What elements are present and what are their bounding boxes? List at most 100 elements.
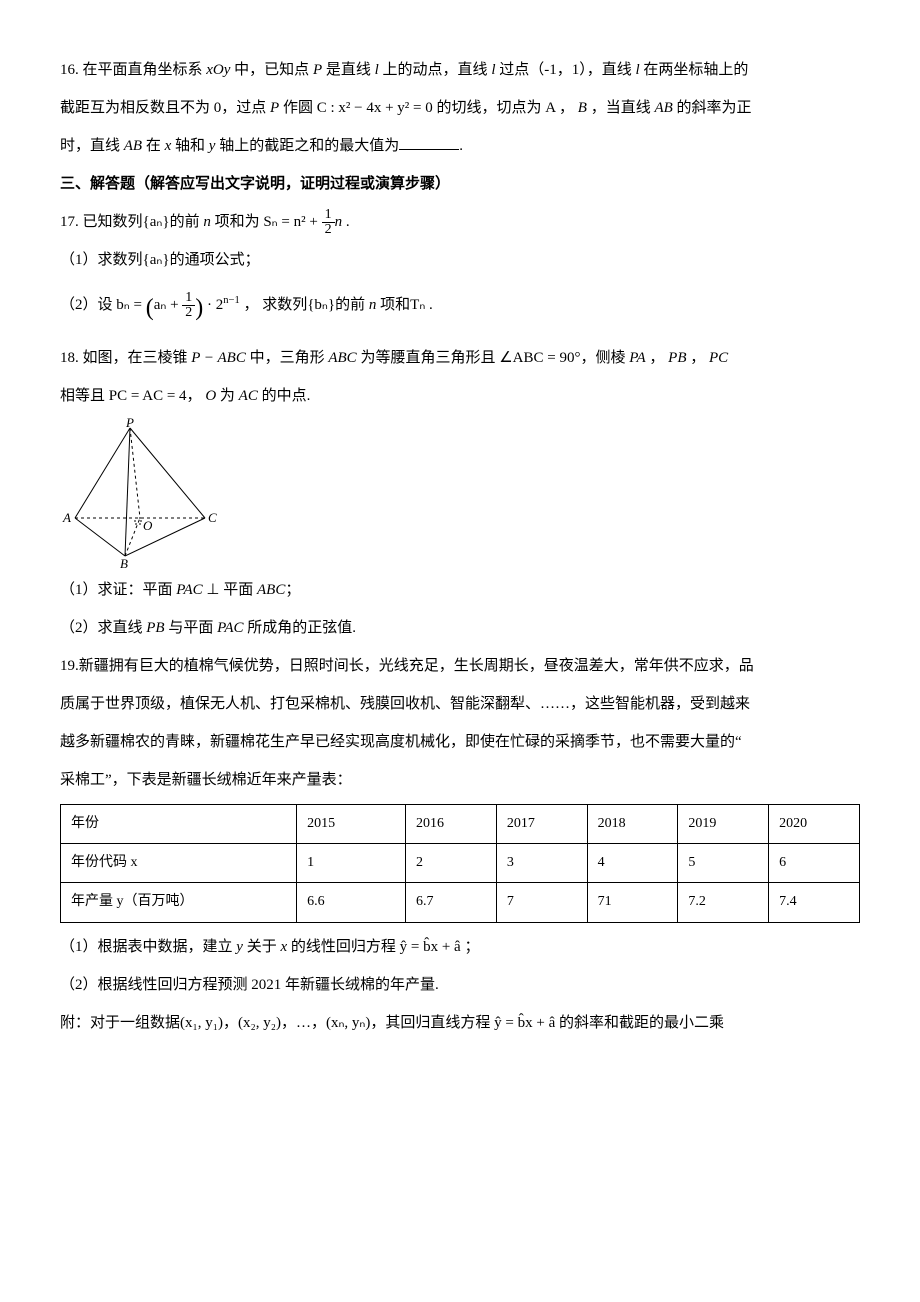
cell: 2 — [406, 843, 497, 882]
t: . — [425, 297, 433, 313]
t: 在 — [142, 138, 165, 154]
t: 新疆拥有巨大的植棉气候优势，日照时间长，光线充足，生长周期长，昼夜温差大，常年供… — [79, 658, 754, 674]
xOy: xOy — [206, 62, 230, 78]
t: 项和 — [376, 297, 410, 313]
Sn-eq: Sₙ = n² + — [263, 214, 321, 230]
t: 如图，在三棱锥 — [83, 350, 192, 366]
PAC: PAC — [217, 620, 243, 636]
svg-text:A: A — [62, 510, 71, 525]
t: 的前 — [170, 214, 204, 230]
t: 轴上的截距之和的最大值为 — [215, 138, 399, 154]
period: . — [459, 138, 463, 154]
t: ，其回归直线方程 — [370, 1015, 494, 1031]
den: 2 — [182, 306, 195, 320]
q19-l2: 质属于世界顶级，植保无人机、打包采棉机、残膜回收机、智能深翻犁、……，这些智能机… — [60, 686, 860, 722]
half-frac: 12 — [322, 208, 335, 237]
period: . — [342, 214, 350, 230]
t: 相等且 — [60, 388, 109, 404]
t: （1）求证：平面 — [60, 582, 176, 598]
q19-p2: （2）根据线性回归方程预测 2021 年新疆长绒棉的年产量. — [60, 967, 860, 1003]
q16: 16. 在平面直角坐标系 xOy 中，已知点 P 是直线 l 上的动点，直线 l… — [60, 52, 860, 88]
t: 的前 — [335, 297, 369, 313]
t: 的斜率为正 — [673, 100, 752, 116]
cell: 2015 — [297, 804, 406, 843]
bn-mid2: · 2 — [203, 297, 223, 313]
t: （1）根据表中数据，建立 — [60, 939, 236, 955]
d2: (x₂, y₂) — [238, 1015, 281, 1031]
cell: 2017 — [496, 804, 587, 843]
t: （2）设 — [60, 297, 113, 313]
t: （1）求数列 — [60, 252, 143, 268]
cell: 年份代码 x — [61, 843, 297, 882]
PC: PC — [709, 350, 728, 366]
t: 为 — [216, 388, 239, 404]
q19-p1: （1）根据表中数据，建立 y 关于 x 的线性回归方程 ŷ = b̂x + â … — [60, 929, 860, 965]
num: 1 — [322, 208, 335, 223]
q19-l1: 19.新疆拥有巨大的植棉气候优势，日照时间长，光线充足，生长周期长，昼夜温差大，… — [60, 648, 860, 684]
t: 已知数列 — [83, 214, 143, 230]
AB: AB — [124, 138, 142, 154]
table-row: 年份代码 x 1 2 3 4 5 6 — [61, 843, 860, 882]
q17-number: 17. — [60, 214, 79, 230]
svg-text:O: O — [143, 518, 153, 533]
t: 中，三角形 — [246, 350, 329, 366]
ABC: ABC — [257, 582, 285, 598]
t: 与平面 — [165, 620, 218, 636]
cell: 2019 — [678, 804, 769, 843]
n: n — [203, 214, 211, 230]
cell: 7.2 — [678, 883, 769, 922]
num: 1 — [182, 291, 195, 306]
q17: 17. 已知数列{aₙ}的前 n 项和为 Sₙ = n² + 12n . — [60, 204, 860, 240]
t: （2）求直线 — [60, 620, 146, 636]
cell: 4 — [587, 843, 678, 882]
ABC: ABC — [328, 350, 356, 366]
t: ， — [686, 350, 709, 366]
t: 是直线 — [322, 62, 375, 78]
c: ， — [223, 1015, 238, 1031]
t: ， 求数列 — [243, 297, 307, 313]
bn-pre: bₙ = — [116, 297, 145, 313]
t: 的中点. — [258, 388, 311, 404]
t: 项和为 — [211, 214, 264, 230]
reg-eq: ŷ = b̂x + â — [400, 939, 461, 955]
t: ， — [187, 388, 206, 404]
PB: PB — [668, 350, 686, 366]
AB: AB — [654, 100, 672, 116]
svg-text:B: B — [120, 556, 128, 568]
cell: 2020 — [769, 804, 860, 843]
cell: 71 — [587, 883, 678, 922]
bn: {bₙ} — [307, 297, 335, 313]
an: {aₙ} — [143, 214, 170, 230]
exp: n−1 — [223, 295, 239, 306]
eq: PC = AC = 4 — [109, 388, 187, 404]
cell: 2016 — [406, 804, 497, 843]
svg-text:P: P — [125, 418, 134, 430]
production-table: 年份 2015 2016 2017 2018 2019 2020 年份代码 x … — [60, 804, 860, 923]
t: 中，已知点 — [230, 62, 313, 78]
t: 关于 — [243, 939, 281, 955]
t: 的斜率和截距的最小二乘 — [555, 1015, 724, 1031]
q18-l2: 相等且 PC = AC = 4， O 为 AC 的中点. — [60, 378, 860, 414]
t: 所成角的正弦值. — [244, 620, 357, 636]
PABC: P − ABC — [191, 350, 246, 366]
t: 上的动点，直线 — [379, 62, 492, 78]
cell: 1 — [297, 843, 406, 882]
q17-p2: （2）设 bₙ = (aₙ + 12) · 2n−1 ， 求数列{bₙ}的前 n… — [60, 280, 860, 338]
t: ； — [461, 939, 480, 955]
table-row: 年产量 y（百万吨） 6.6 6.7 7 71 7.2 7.4 — [61, 883, 860, 922]
cell: 7.4 — [769, 883, 860, 922]
PA: PA — [629, 350, 645, 366]
cell: 6.6 — [297, 883, 406, 922]
reg-eq: ŷ = b̂x + â — [494, 1015, 555, 1031]
t: 作圆 — [279, 100, 317, 116]
t: 的切线，切点为 A ， — [433, 100, 578, 116]
cell: 6 — [769, 843, 860, 882]
bn-mid1: aₙ + — [154, 297, 183, 313]
answer-blank — [399, 134, 459, 150]
q18-p1: （1）求证：平面 PAC ⊥ 平面 ABC； — [60, 572, 860, 608]
PAC: PAC — [176, 582, 202, 598]
q16-l2: 截距互为相反数且不为 0，过点 P 作圆 C : x² − 4x + y² = … — [60, 90, 860, 126]
cell: 年产量 y（百万吨） — [61, 883, 297, 922]
section-3-heading: 三、解答题（解答应写出文字说明，证明过程或演算步骤） — [60, 166, 860, 202]
an: {aₙ} — [143, 252, 170, 268]
